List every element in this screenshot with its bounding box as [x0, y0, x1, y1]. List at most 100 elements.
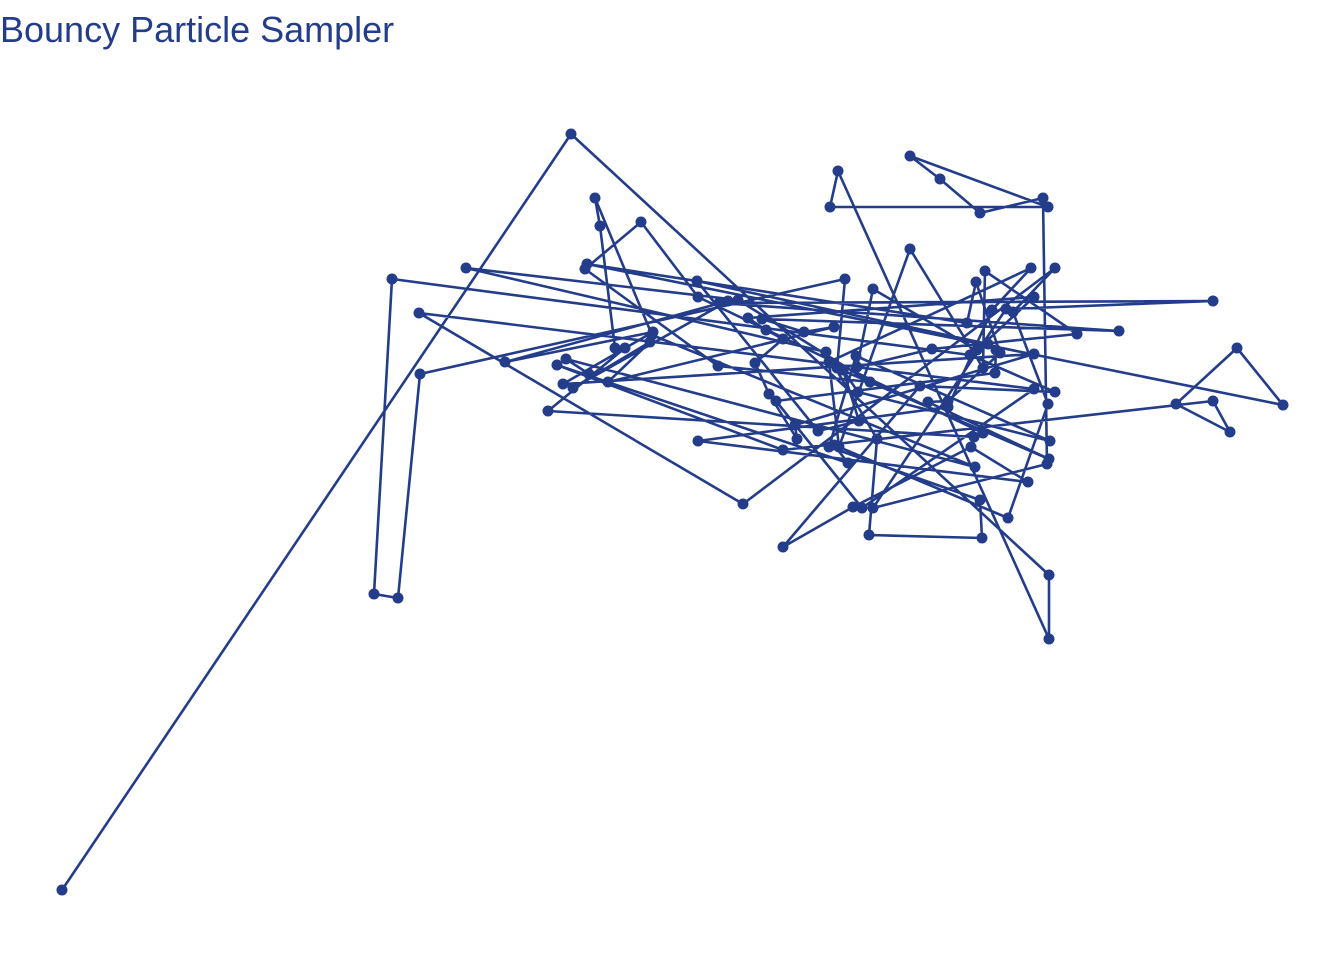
data-point [1277, 399, 1289, 411]
data-point [839, 273, 851, 285]
data-point [583, 368, 595, 380]
data-point [1025, 262, 1037, 274]
data-point [914, 380, 926, 392]
data-point [1007, 306, 1019, 318]
data-point [965, 441, 977, 453]
data-point [871, 433, 883, 445]
data-point [969, 461, 981, 473]
data-point [392, 592, 404, 604]
data-point [968, 431, 980, 443]
data-point [856, 502, 868, 514]
data-point [722, 295, 734, 307]
data-point [1049, 386, 1061, 398]
data-point [1028, 348, 1040, 360]
data-point [1043, 569, 1055, 581]
data-point [413, 307, 425, 319]
data-point [1043, 453, 1055, 465]
data-point [974, 207, 986, 219]
data-point [1113, 325, 1125, 337]
data-point [557, 378, 569, 390]
data-point [732, 294, 744, 306]
data-point [942, 395, 954, 407]
data-point [853, 415, 865, 427]
data-point [749, 357, 761, 369]
data-point [850, 350, 862, 362]
data-point [460, 262, 472, 274]
data-point [692, 291, 704, 303]
data-point [756, 313, 768, 325]
data-point [713, 297, 725, 309]
data-point [977, 427, 989, 439]
data-point [934, 173, 946, 185]
data-point [989, 367, 1001, 379]
data-point [824, 201, 836, 213]
data-point [1042, 201, 1054, 213]
data-point [847, 501, 859, 513]
data-point [789, 419, 801, 431]
data-point [737, 498, 749, 510]
data-point [990, 344, 1002, 356]
trajectory-lines [60, 132, 1285, 891]
data-point [551, 359, 563, 371]
data-point [926, 343, 938, 355]
data-point [742, 312, 754, 324]
data-point [567, 382, 579, 394]
data-point [1224, 426, 1236, 438]
data-point [1231, 342, 1243, 354]
data-point [823, 441, 835, 453]
data-point [594, 220, 606, 232]
data-point [777, 444, 789, 456]
data-point [1207, 295, 1219, 307]
data-point [1207, 395, 1219, 407]
data-point [851, 361, 863, 373]
data-point [635, 216, 647, 228]
chart-title: Bouncy Particle Sampler [0, 9, 395, 50]
data-point [691, 275, 703, 287]
data-point [414, 368, 426, 380]
data-point [646, 329, 658, 341]
data-point [867, 283, 879, 295]
data-point [1028, 291, 1040, 303]
data-point [982, 338, 994, 350]
data-point [692, 435, 704, 447]
data-point [976, 532, 988, 544]
data-point [1043, 633, 1055, 645]
data-point [609, 342, 621, 354]
data-point [560, 353, 572, 365]
data-point [579, 263, 591, 275]
data-point [979, 265, 991, 277]
data-point [386, 273, 398, 285]
data-point [760, 324, 772, 336]
data-point [832, 165, 844, 177]
data-point [852, 386, 864, 398]
data-point [791, 433, 803, 445]
data-point [56, 884, 68, 896]
trajectory-points [56, 128, 1289, 896]
data-point [828, 321, 840, 333]
data-point [820, 346, 832, 358]
data-point [922, 396, 934, 408]
data-point [904, 150, 916, 162]
data-point [1037, 192, 1049, 204]
data-point [602, 376, 614, 388]
data-point [812, 425, 824, 437]
data-point [986, 304, 998, 316]
series-line [60, 132, 1285, 891]
data-point [589, 192, 601, 204]
data-point [798, 326, 810, 338]
data-point [777, 333, 789, 345]
data-point [1049, 262, 1061, 274]
data-point [565, 128, 577, 140]
data-point [842, 457, 854, 469]
data-point [964, 349, 976, 361]
data-point [1022, 476, 1034, 488]
data-point [977, 362, 989, 374]
data-point [1170, 398, 1182, 410]
data-point [863, 529, 875, 541]
data-point [1028, 383, 1040, 395]
data-point [837, 364, 849, 376]
data-point [867, 502, 879, 514]
data-point [368, 588, 380, 600]
data-point [904, 243, 916, 255]
